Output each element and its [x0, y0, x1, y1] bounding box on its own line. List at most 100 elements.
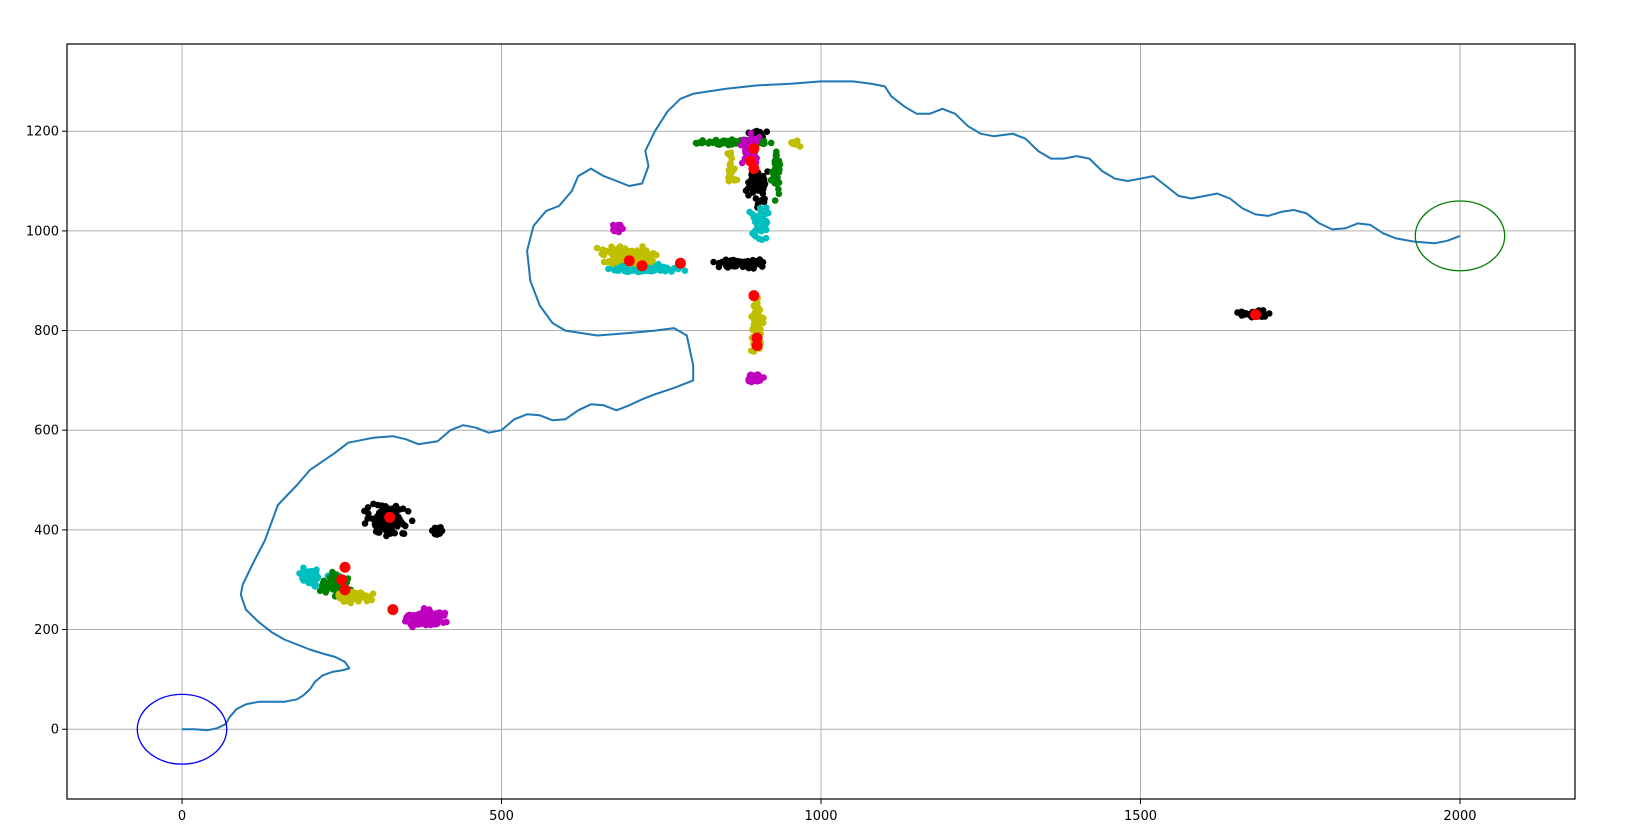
scatter-point	[329, 583, 337, 590]
scatter-point	[383, 532, 390, 540]
centroid-point	[339, 561, 351, 573]
scatter-point	[762, 234, 770, 242]
scatter-point	[710, 258, 717, 266]
scatter-point	[630, 249, 637, 256]
centroid-point	[748, 163, 760, 175]
centroid-point	[336, 574, 348, 586]
scatter-point	[767, 139, 775, 147]
scatter-point	[724, 150, 731, 157]
scatter-point	[754, 323, 762, 331]
centroid-point	[339, 584, 351, 596]
scatter-point	[775, 157, 783, 165]
scatter-point	[314, 574, 322, 581]
scatter-point	[759, 172, 767, 180]
centroid-point	[1250, 309, 1262, 321]
scatter-point	[340, 598, 348, 605]
scatter-point	[760, 374, 767, 381]
scatter-point	[696, 139, 703, 146]
scatter-point	[617, 248, 625, 255]
scatter-point	[655, 260, 662, 268]
scatter-point	[404, 508, 412, 515]
scatter-point	[749, 372, 756, 379]
scatter-point	[600, 251, 608, 259]
scatter-point	[771, 167, 779, 175]
scatter-point	[364, 515, 372, 522]
centroid-point	[387, 604, 399, 616]
scatter-point	[416, 616, 424, 623]
scatter-point	[745, 179, 752, 186]
scatter-point	[649, 263, 657, 271]
scatter-point	[725, 174, 732, 182]
scatter-point	[763, 219, 771, 226]
scatter-point	[605, 258, 612, 265]
scatter-point	[754, 221, 761, 229]
scatter-point	[398, 518, 405, 526]
scatter-point	[747, 129, 755, 137]
y-tick-label: 1200	[26, 125, 59, 140]
centroid-point	[636, 260, 648, 272]
y-tick-label: 800	[34, 324, 59, 339]
scatter-point	[733, 176, 741, 184]
scatter-point	[425, 606, 432, 614]
scatter-point	[436, 609, 444, 616]
scatter-point	[646, 254, 653, 262]
scatter-point	[316, 587, 324, 595]
centroid-point	[384, 511, 396, 523]
x-tick-label: 0	[178, 809, 186, 824]
scatter-point	[432, 528, 440, 536]
x-tick-label: 500	[489, 809, 514, 824]
scatter-point	[365, 593, 373, 600]
scatter-point	[443, 618, 450, 626]
scatter-point	[759, 258, 767, 266]
scatter-point	[714, 140, 721, 148]
scatter-point	[361, 520, 369, 527]
y-tick-label: 1000	[26, 224, 59, 239]
x-tick-label: 1500	[1124, 809, 1157, 824]
scatter-point	[757, 210, 764, 218]
scatter-point	[773, 162, 780, 170]
scatter-point	[748, 173, 756, 181]
centroid-point	[748, 143, 760, 155]
scatter-point	[772, 152, 780, 159]
scatter-point	[359, 593, 366, 601]
scatter-point	[738, 159, 746, 167]
scatter-point	[751, 303, 759, 311]
scatter-point	[605, 265, 612, 273]
trajectory-line	[182, 80, 1461, 732]
scatter-point	[382, 503, 389, 510]
scatter-point	[348, 592, 355, 600]
scatter-point	[639, 243, 646, 250]
scatter-point	[771, 197, 779, 204]
scatter-point	[728, 141, 735, 148]
scatter-point	[761, 195, 768, 203]
scatter-point	[669, 265, 677, 273]
scatter-point	[789, 140, 796, 147]
scatter-point	[408, 517, 416, 525]
scatter-point	[386, 527, 394, 535]
grid	[67, 44, 1575, 799]
scatter-point	[748, 184, 755, 192]
scatter-point	[620, 263, 628, 271]
scatter-point	[599, 246, 606, 253]
scatter-point	[322, 589, 330, 596]
scatter-point	[433, 620, 441, 627]
scatter-point	[752, 195, 760, 202]
scatter-point	[745, 377, 752, 385]
scatter-point	[1238, 308, 1245, 316]
scatter-points	[296, 127, 1273, 631]
scatter-point	[746, 208, 753, 216]
scatter-point	[763, 204, 770, 211]
scatter-point	[681, 267, 689, 275]
centroid-point	[623, 255, 635, 267]
x-tick-label: 1000	[804, 809, 837, 824]
scatter-point	[423, 619, 430, 626]
scatter-point	[728, 261, 736, 269]
trajectory	[182, 80, 1461, 732]
scatter-point	[761, 140, 768, 147]
endpoint-circle	[1414, 200, 1506, 272]
y-tick-label: 400	[34, 523, 59, 538]
scatter-point	[617, 223, 624, 230]
scatter-point	[302, 568, 310, 576]
scatter-point	[744, 258, 752, 265]
centroid-point	[674, 257, 686, 269]
